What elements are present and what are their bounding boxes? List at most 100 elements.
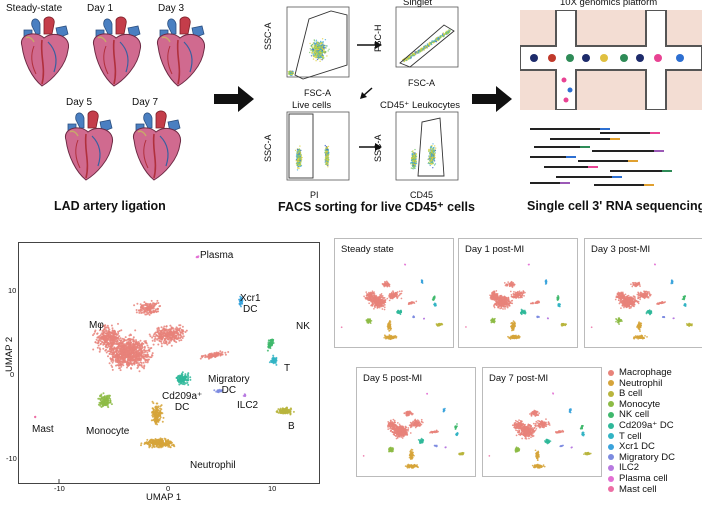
legend-label: Macrophage xyxy=(619,367,672,378)
facs1-ylabel: SSC-A xyxy=(263,22,273,50)
legend-item: T cell xyxy=(608,431,642,442)
facs-plot-fsc-ssc xyxy=(286,6,350,80)
legend-swatch xyxy=(608,486,614,493)
legend-swatch xyxy=(608,443,614,450)
legend-swatch xyxy=(608,454,614,461)
cluster-label-plasma: Plasma xyxy=(200,250,234,261)
legend-label: T cell xyxy=(619,430,642,442)
umap-panel-day7: Day 7 post-MI xyxy=(482,367,602,477)
label-steady-state: Steady-state xyxy=(6,3,63,14)
legend-label: ILC2 xyxy=(619,462,640,474)
heart-day1-icon xyxy=(92,16,142,87)
umap-ytick: 0 xyxy=(10,370,15,379)
legend-swatch xyxy=(608,422,614,429)
legend-label: Plasma cell xyxy=(619,473,668,484)
cluster-label-mast: Mast xyxy=(32,424,54,435)
legend-item: ILC2 xyxy=(608,462,639,473)
facs-plot-live-cells xyxy=(286,111,350,181)
heart-day7-icon xyxy=(132,110,182,181)
caption-lad-ligation: LAD artery ligation xyxy=(54,199,166,213)
cluster-label-macrophage: Mφ xyxy=(89,320,104,331)
umap-plot xyxy=(34,255,295,483)
facs-plot-cd45 xyxy=(395,111,459,181)
facs3-xlabel: PI xyxy=(310,190,319,200)
cell-type-legend: Macrophage Neutrophil B cell Monocyte NK cel… xyxy=(608,367,702,497)
heart-day3-icon xyxy=(156,16,206,87)
legend-swatch xyxy=(608,401,614,408)
legend-swatch xyxy=(608,380,614,387)
legend-item: Plasma cell xyxy=(608,473,668,484)
mini-umap-plot xyxy=(340,263,444,341)
legend-label: B cell xyxy=(619,388,643,400)
panel-title: Day 1 post-MI xyxy=(465,244,525,255)
arrow-small-diag-icon xyxy=(360,87,373,99)
panel-title: Day 5 post-MI xyxy=(363,373,423,384)
arrow-small-right-icon xyxy=(357,41,382,49)
legend-item: Xcr1 DC xyxy=(608,441,655,452)
cluster-label-ilc2: ILC2 xyxy=(237,400,259,411)
mini-umap-plot xyxy=(488,392,592,469)
sequencing-reads-icon xyxy=(530,128,672,186)
umap-xlabel: UMAP 1 xyxy=(146,492,182,503)
facs3-ylabel: SSC-A xyxy=(263,134,273,162)
seq-title: 10X genomics platform xyxy=(560,0,658,8)
facs2-title: Singlet xyxy=(403,0,433,8)
legend-label: Mast cell xyxy=(619,483,657,495)
legend-item: Neutrophil xyxy=(608,378,662,389)
mini-umap-plot xyxy=(465,263,568,340)
cluster-label-migratory-dc: Migratory DC xyxy=(208,374,250,396)
legend-label: Migratory DC xyxy=(619,451,675,463)
cluster-label-b: B xyxy=(288,421,295,432)
umap-ytick: 10 xyxy=(8,286,17,295)
arrow-right-icon xyxy=(472,86,512,112)
caption-sequencing: Single cell 3' RNA sequencing xyxy=(527,199,702,213)
legend-item: NK cell xyxy=(608,409,649,420)
legend-label: Xcr1 DC xyxy=(619,441,655,453)
facs2-xlabel: FSC-A xyxy=(408,78,435,88)
legend-label: NK cell xyxy=(619,409,650,421)
legend-item: Mast cell xyxy=(608,484,656,495)
legend-label: Cd209a⁺ DC xyxy=(619,420,674,431)
mini-umap-plot xyxy=(590,263,693,340)
panel-title: Steady state xyxy=(341,244,394,255)
cluster-label-neutrophil: Neutrophil xyxy=(190,460,236,471)
caption-facs: FACS sorting for live CD45⁺ cells xyxy=(278,200,475,214)
umap-ytick: -10 xyxy=(6,454,17,463)
umap-xtick: -10 xyxy=(54,484,65,493)
facs-plot-singlet xyxy=(395,6,459,68)
cluster-label-cd209a-dc: Cd209a⁺ DC xyxy=(162,391,203,413)
cluster-label-xcr1-dc: Xcr1 DC xyxy=(240,293,261,315)
umap-panel-day1: Day 1 post-MI xyxy=(458,238,578,348)
heart-day5-icon xyxy=(64,110,114,181)
legend-swatch xyxy=(608,464,614,471)
umap-frame xyxy=(18,242,320,484)
legend-item: Macrophage xyxy=(608,367,672,378)
mini-umap-plot xyxy=(362,392,465,469)
panel-title: Day 3 post-MI xyxy=(591,244,651,255)
arrow-right-icon xyxy=(214,86,254,112)
umap-panel-day5: Day 5 post-MI xyxy=(356,367,476,477)
legend-label: Neutrophil xyxy=(619,377,663,389)
microfluidic-chip-icon xyxy=(520,10,702,110)
umap-xtick: 0 xyxy=(166,484,171,493)
cluster-label-monocyte: Monocyte xyxy=(86,426,130,437)
legend-item: Monocyte xyxy=(608,399,660,410)
label-day7: Day 7 xyxy=(132,97,159,108)
legend-swatch xyxy=(608,475,614,482)
legend-item: B cell xyxy=(608,388,642,399)
legend-swatch xyxy=(608,369,614,376)
legend-swatch xyxy=(608,433,614,440)
umap-xtick: 10 xyxy=(268,484,277,493)
heart-steady-state-icon xyxy=(20,16,70,87)
umap-ylabel: UMAP 2 xyxy=(4,336,15,372)
legend-label: Monocyte xyxy=(619,398,661,410)
label-day5: Day 5 xyxy=(66,97,93,108)
facs3-title: Live cells xyxy=(292,100,332,111)
label-day1: Day 1 xyxy=(87,3,114,14)
cluster-label-nk: NK xyxy=(296,321,310,332)
cluster-label-t: T xyxy=(284,363,291,374)
legend-swatch xyxy=(608,411,614,418)
facs4-title: CD45⁺ Leukocytes xyxy=(380,100,460,111)
label-day3: Day 3 xyxy=(158,3,185,14)
panel-title: Day 7 post-MI xyxy=(489,373,549,384)
